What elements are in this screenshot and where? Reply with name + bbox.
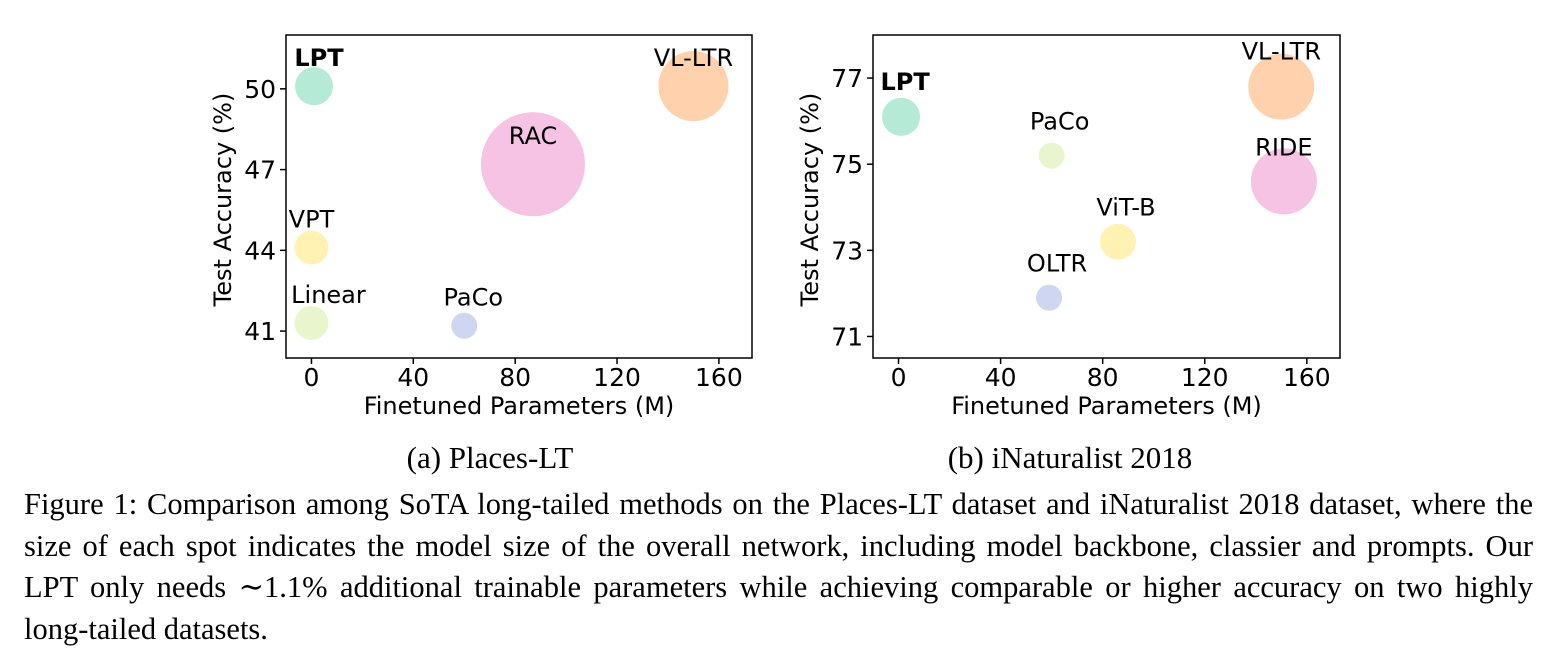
data-point-vit-b [1099, 223, 1136, 260]
data-point-vl-ltr [658, 51, 729, 122]
x-tick-label: 40 [397, 363, 429, 392]
point-label-ride: RIDE [1255, 133, 1312, 161]
point-label-vl-ltr: VL-LTR [1242, 38, 1321, 66]
figure-caption: Figure 1: Comparison among SoTA long-tai… [24, 487, 1533, 646]
y-tick-label: 50 [244, 75, 276, 104]
x-tick-label: 80 [499, 363, 531, 392]
x-tick-label: 160 [1283, 363, 1331, 392]
data-point-ride [1250, 148, 1317, 215]
point-label-oltr: OLTR [1027, 250, 1087, 278]
y-tick-label: 77 [831, 64, 863, 93]
y-axis-label: Test Accuracy (%) [209, 93, 237, 308]
point-label-lpt: LPT [880, 68, 930, 96]
y-tick-label: 41 [244, 317, 276, 346]
point-label-rac: RAC [509, 122, 557, 150]
data-point-vl-ltr [1248, 53, 1315, 120]
x-tick-label: 120 [593, 363, 641, 392]
data-point-paco [451, 312, 478, 339]
x-tick-label: 0 [891, 363, 907, 392]
x-tick-label: 80 [1087, 363, 1119, 392]
x-tick-label: 120 [1181, 363, 1229, 392]
x-tick-label: 0 [304, 363, 320, 392]
chart-panel-2: LPT VL-LTR PaCo RIDE ViT-B OLTR 0 40 80 120 160 71 7… [796, 34, 1341, 475]
plot-frame [872, 34, 1341, 359]
x-tick-label: 40 [985, 363, 1017, 392]
point-label-vpt: VPT [289, 206, 335, 234]
point-label-lpt: LPT [294, 44, 344, 72]
data-point-paco [1038, 142, 1065, 169]
y-tick-label: 75 [831, 150, 863, 179]
x-tick-label: 160 [695, 363, 743, 392]
figure-charts: LPT VL-LTR RAC VPT Linear PaCo 0 40 80 120 160 41 44… [209, 34, 1341, 475]
subfigure-caption: (b) iNaturalist 2018 [948, 440, 1193, 475]
data-point-vpt [294, 230, 329, 265]
y-tick-label: 47 [244, 156, 276, 185]
x-axis-label: Finetuned Parameters (M) [951, 392, 1262, 420]
data-point-oltr [1036, 284, 1063, 311]
chart-panel-1: LPT VL-LTR RAC VPT Linear PaCo 0 40 80 120 160 41 44… [209, 34, 753, 475]
y-tick-label: 73 [831, 236, 863, 265]
point-label-paco: PaCo [443, 284, 503, 312]
data-point-lpt [882, 97, 921, 136]
point-label-vl-ltr: VL-LTR [654, 44, 733, 72]
plot-frame [285, 34, 753, 359]
point-label-linear: Linear [291, 281, 366, 309]
y-tick-label: 71 [831, 322, 863, 351]
y-axis-label: Test Accuracy (%) [796, 93, 824, 308]
subfigure-caption: (a) Places-LT [407, 440, 574, 475]
data-point-linear [294, 306, 329, 341]
y-tick-label: 44 [244, 236, 276, 265]
data-point-lpt [295, 67, 334, 106]
x-axis-label: Finetuned Parameters (M) [364, 392, 675, 420]
point-label-paco: PaCo [1030, 108, 1090, 136]
point-label-vit-b: ViT-B [1096, 194, 1155, 222]
data-point-rac [481, 112, 586, 217]
